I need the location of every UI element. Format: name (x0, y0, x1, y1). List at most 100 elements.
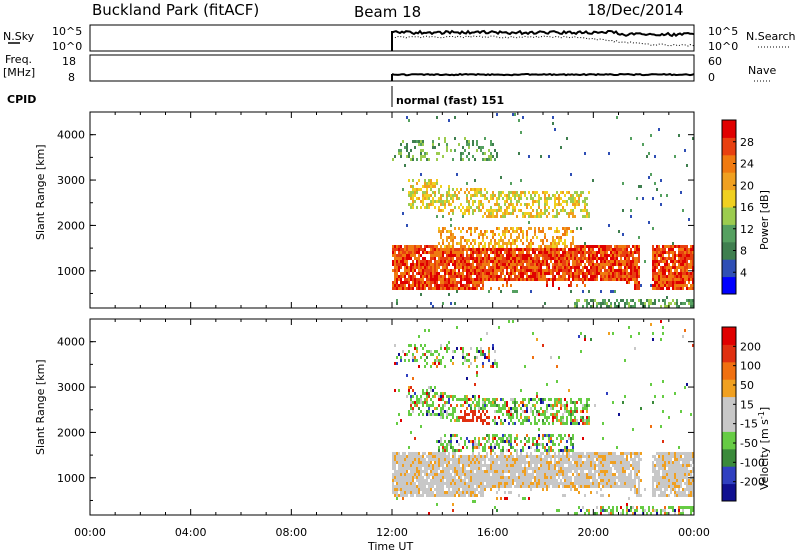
heatmap-cell (572, 272, 574, 275)
heatmap-cell (538, 254, 540, 257)
heatmap-cell (490, 449, 492, 452)
heatmap-cell (550, 470, 552, 473)
heatmap-cell (622, 278, 624, 281)
heatmap-cell (644, 302, 646, 305)
heatmap-cell (442, 470, 444, 473)
heatmap-cell (490, 251, 492, 254)
heatmap-cell (512, 455, 514, 458)
heatmap-cell (558, 509, 560, 512)
heatmap-cell (470, 485, 472, 488)
heatmap-cell (448, 341, 450, 344)
heatmap-cell (690, 272, 692, 275)
heatmap-cell (396, 491, 398, 494)
heatmap-cell (538, 230, 540, 233)
heatmap-cell (550, 404, 552, 407)
heatmap-cell (552, 257, 554, 260)
heatmap-cell (476, 281, 478, 284)
heatmap-cell (396, 455, 398, 458)
heatmap-cell (594, 269, 596, 272)
heatmap-cell (406, 257, 408, 260)
heatmap-cell (618, 302, 620, 305)
heatmap-cell (600, 470, 602, 473)
heatmap-cell (510, 410, 512, 413)
heatmap-cell (482, 260, 484, 263)
heatmap-cell (416, 188, 418, 191)
heatmap-cell (486, 278, 488, 281)
heatmap-cell (446, 239, 448, 242)
heatmap-cell (536, 464, 538, 467)
heatmap-cell (410, 455, 412, 458)
heatmap-cell (488, 482, 490, 485)
heatmap-cell (532, 260, 534, 263)
heatmap-cell (690, 263, 692, 266)
heatmap-cell (468, 281, 470, 284)
heatmap-cell (546, 458, 548, 461)
heatmap-cell (494, 470, 496, 473)
heatmap-cell (468, 287, 470, 290)
freq-panel: Freq. [MHz] 18 8 60 0 Nave (3, 53, 776, 84)
heatmap-cell (502, 476, 504, 479)
heatmap-cell (588, 404, 590, 407)
heatmap-cell (448, 398, 450, 401)
heatmap-cell (556, 245, 558, 248)
heatmap-cell (528, 212, 530, 215)
heatmap-cell (494, 242, 496, 245)
heatmap-cell (596, 266, 598, 269)
heatmap-cell (556, 191, 558, 194)
heatmap-cell (610, 266, 612, 269)
heatmap-cell (678, 284, 680, 287)
heatmap-cell (550, 467, 552, 470)
heatmap-cell (482, 404, 484, 407)
heatmap-cell (482, 350, 484, 353)
heatmap-cell (460, 260, 462, 263)
heatmap-cell (484, 404, 486, 407)
heatmap-cell (418, 272, 420, 275)
heatmap-cell (612, 290, 614, 293)
heatmap-cell (416, 245, 418, 248)
heatmap-cell (440, 263, 442, 266)
heatmap-cell (412, 245, 414, 248)
heatmap-cell (450, 482, 452, 485)
heatmap-cell (518, 233, 520, 236)
heatmap-cell (496, 269, 498, 272)
heatmap-cell (498, 278, 500, 281)
heatmap-cell (556, 470, 558, 473)
heatmap-cell (500, 467, 502, 470)
heatmap-cell (692, 275, 694, 278)
heatmap-cell (556, 398, 558, 401)
heatmap-cell (468, 254, 470, 257)
heatmap-cell (472, 440, 474, 443)
heatmap-cell (478, 269, 480, 272)
heatmap-cell (520, 248, 522, 251)
heatmap-cell (584, 464, 586, 467)
heatmap-cell (404, 476, 406, 479)
heatmap-cell (400, 245, 402, 248)
colorbar-tick-label: 24 (740, 158, 754, 171)
heatmap-cell (538, 476, 540, 479)
heatmap-cell (560, 437, 562, 440)
heatmap-cell (426, 479, 428, 482)
heatmap-cell (472, 260, 474, 263)
heatmap-cell (638, 269, 640, 272)
heatmap-cell (536, 479, 538, 482)
heatmap-cell (554, 485, 556, 488)
heatmap-cell (558, 263, 560, 266)
heatmap-cell (592, 248, 594, 251)
heatmap-cell (588, 416, 590, 419)
heatmap-cell (440, 473, 442, 476)
heatmap-cell (444, 275, 446, 278)
heatmap-cell (606, 305, 608, 308)
heatmap-cell (574, 404, 576, 407)
heatmap-cell (520, 476, 522, 479)
heatmap-cell (570, 275, 572, 278)
heatmap-cell (486, 251, 488, 254)
heatmap-cell (532, 191, 534, 194)
heatmap-cell (512, 416, 514, 419)
heatmap-cell (638, 299, 640, 302)
heatmap-cell (450, 476, 452, 479)
heatmap-cell (490, 443, 492, 446)
heatmap-cell (416, 494, 418, 497)
heatmap-cell (558, 200, 560, 203)
heatmap-cell (480, 254, 482, 257)
